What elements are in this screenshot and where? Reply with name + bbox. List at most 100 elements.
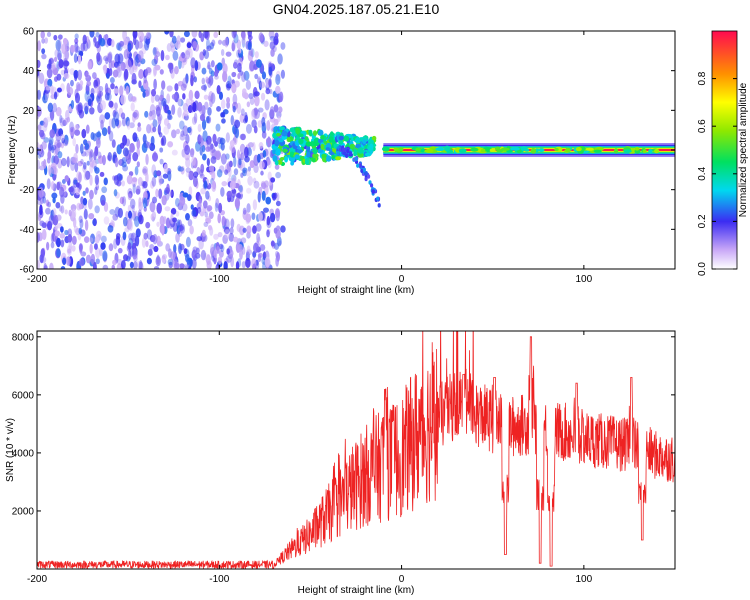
spectrogram-cell bbox=[224, 37, 229, 48]
spectrogram-cell bbox=[240, 172, 244, 178]
spectrogram-cell bbox=[111, 139, 116, 148]
spectrogram-cell bbox=[268, 66, 273, 76]
spectrogram-cell bbox=[274, 38, 279, 45]
spectrogram-cell bbox=[265, 196, 272, 205]
spectrogram-cell bbox=[435, 147, 445, 152]
spectrogram-cell bbox=[257, 153, 261, 163]
spectrogram-cells bbox=[37, 31, 675, 269]
spectrogram-cell bbox=[75, 143, 79, 154]
spectrogram-cell bbox=[125, 59, 132, 71]
spectrogram-cell bbox=[77, 102, 83, 114]
spectrogram-cell bbox=[161, 255, 166, 264]
spectrogram-cell bbox=[111, 264, 115, 269]
spectrogram-cell bbox=[37, 159, 41, 170]
spectrogram-cell bbox=[120, 260, 126, 269]
spectrogram-cell bbox=[82, 40, 89, 52]
spectrogram-cell bbox=[96, 95, 101, 102]
spectrogram-cell bbox=[59, 232, 65, 239]
spectrogram-cell bbox=[151, 88, 157, 97]
spectrogram-cell bbox=[51, 62, 57, 70]
spectrogram-cell bbox=[321, 153, 327, 158]
spectrogram-cell bbox=[203, 31, 209, 39]
spectrogram-cell bbox=[240, 133, 247, 141]
spectrogram-cell bbox=[153, 265, 160, 269]
spectrogram-cell bbox=[127, 57, 134, 68]
spectrogram-cell bbox=[282, 148, 288, 153]
spectrogram-cell bbox=[106, 72, 110, 80]
spectrogram-cell bbox=[381, 146, 390, 152]
spectrogram-cell bbox=[642, 149, 647, 154]
spectrogram-cell bbox=[103, 64, 108, 75]
spectrogram-cell bbox=[630, 147, 636, 154]
spectrogram-cell bbox=[185, 49, 190, 60]
spectrogram-cell bbox=[123, 37, 128, 46]
spectrogram-cell bbox=[108, 243, 114, 252]
spectrogram-cell bbox=[356, 163, 360, 168]
spectrogram-cell bbox=[255, 59, 262, 68]
spectrogram-cell bbox=[54, 225, 58, 231]
spectrogram-cell bbox=[122, 231, 127, 241]
spectrogram-cell bbox=[127, 193, 132, 201]
spectrogram-cell bbox=[231, 174, 237, 182]
spectrogram-cell bbox=[261, 190, 266, 201]
spectrogram-cell bbox=[144, 110, 149, 118]
spectrogram-cell bbox=[246, 203, 251, 213]
spectrogram-cell bbox=[182, 93, 186, 100]
spectrogram-cell bbox=[67, 228, 73, 237]
spectrogram-cell bbox=[180, 83, 187, 91]
spectrogram-cell bbox=[130, 102, 135, 112]
spectrogram-cell bbox=[154, 94, 160, 102]
spectrogram-cell bbox=[137, 41, 143, 49]
spectrogram-cell bbox=[258, 32, 264, 42]
spectrogram-cell bbox=[142, 181, 148, 189]
spectrogram-cell bbox=[276, 132, 281, 137]
snr-y-tick-label: 4000 bbox=[12, 448, 35, 459]
spectrogram-cell bbox=[37, 106, 42, 117]
spectrogram-cell bbox=[241, 37, 246, 48]
spectrogram-cell bbox=[132, 177, 138, 183]
spectrogram-cell bbox=[49, 129, 56, 138]
spectrogram-cell bbox=[52, 197, 56, 204]
spectrogram-cell bbox=[120, 94, 126, 105]
spectrogram-cell bbox=[193, 112, 198, 124]
spectrogram-cell bbox=[236, 39, 242, 49]
spectrogram-cell bbox=[108, 68, 113, 77]
spectrogram-cell bbox=[230, 144, 236, 154]
spectrogram-cell bbox=[225, 132, 230, 143]
spectrogram-cell bbox=[73, 70, 78, 82]
spectrogram-cell bbox=[126, 120, 131, 130]
spectrogram-cell bbox=[41, 38, 46, 44]
spectrogram-cell bbox=[171, 129, 177, 139]
spectrogram-cell bbox=[244, 114, 249, 123]
spectrogram-cell bbox=[230, 218, 235, 229]
spectrogram-cell bbox=[85, 124, 90, 134]
spectrogram-y-axis-label: Frequency (Hz) bbox=[7, 116, 18, 185]
spectrogram-cell bbox=[50, 181, 55, 191]
spectrogram-cell bbox=[133, 254, 138, 262]
spectrogram-cell bbox=[146, 257, 152, 265]
spectrogram-cell bbox=[272, 155, 278, 162]
spectrogram-cell bbox=[89, 243, 93, 254]
spectrogram-cell bbox=[190, 74, 194, 87]
spectrogram-cell bbox=[243, 70, 250, 81]
spectrogram-cell bbox=[63, 73, 70, 79]
spectrogram-cell bbox=[54, 230, 60, 237]
spectrogram-cell bbox=[119, 40, 125, 47]
spectrogram-cell bbox=[231, 83, 237, 94]
spectrogram-cell bbox=[72, 217, 77, 228]
spectrogram-cell bbox=[220, 142, 225, 151]
snr-series-line bbox=[37, 331, 675, 569]
spectrogram-cell bbox=[201, 84, 207, 91]
spectrogram-cell bbox=[336, 150, 340, 156]
spectrogram-cell bbox=[320, 143, 325, 150]
spectrogram-cell bbox=[185, 133, 190, 144]
spectrogram-cell bbox=[458, 148, 467, 153]
spectrogram-cell bbox=[220, 153, 227, 165]
spectrogram-cell bbox=[195, 247, 200, 254]
spectrogram-cell bbox=[171, 35, 177, 44]
spectrogram-cell bbox=[265, 88, 271, 95]
spectrogram-cell bbox=[298, 138, 304, 145]
spectrogram-cell bbox=[71, 235, 77, 246]
spectrogram-cell bbox=[37, 199, 42, 206]
spectrogram-cell bbox=[159, 94, 164, 101]
